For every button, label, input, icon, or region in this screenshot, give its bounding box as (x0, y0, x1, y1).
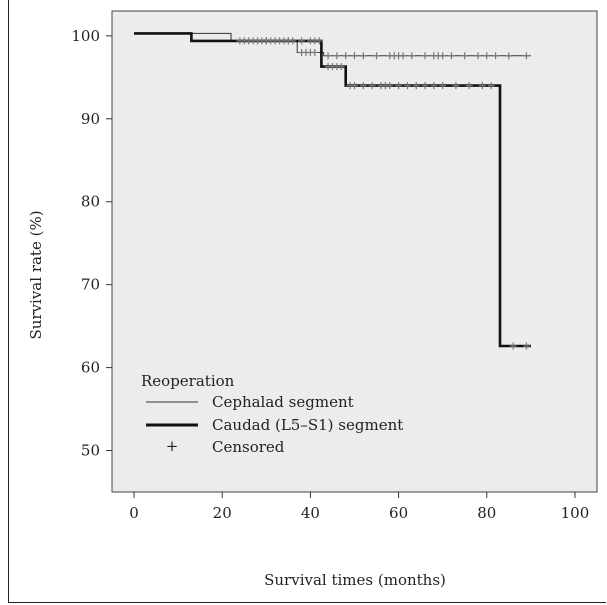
x-tick-label: 40 (301, 504, 320, 522)
censor-mark (315, 37, 323, 45)
legend-swatch-censored: + (166, 437, 179, 455)
y-tick-label: 70 (81, 276, 100, 294)
y-tick-label: 80 (81, 193, 100, 211)
censor-mark (359, 52, 367, 60)
y-tick-label: 90 (81, 110, 100, 128)
censor-mark (373, 52, 381, 60)
y-axis-title: Survival rate (%) (27, 210, 45, 339)
censor-mark (421, 52, 429, 60)
censor-mark (386, 82, 394, 90)
censor-mark (324, 52, 332, 60)
censor-mark (351, 82, 358, 90)
legend-label-cephalad: Cephalad segment (212, 393, 354, 411)
x-axis-title: Survival times (months) (264, 571, 446, 589)
axis-ticks: 0 20 40 60 80 100 50 60 70 80 90 100 (71, 27, 589, 522)
censor-mark (452, 82, 460, 90)
x-tick-label: 80 (477, 504, 496, 522)
censor-mark (262, 37, 270, 45)
censor-mark (439, 52, 447, 60)
censor-mark (284, 37, 292, 45)
censor-mark (342, 52, 350, 60)
censor-mark (522, 52, 530, 60)
censor-mark (505, 52, 513, 60)
censor-mark (439, 82, 447, 90)
censor-mark (351, 52, 358, 60)
censor-mark (430, 82, 438, 90)
censor-mark (412, 82, 420, 90)
censor-mark (465, 82, 473, 90)
y-tick-label: 100 (71, 27, 100, 45)
censor-mark (395, 82, 403, 90)
y-tick-label: 60 (81, 359, 100, 377)
censored-markers (236, 37, 530, 350)
plot-area (111, 10, 598, 493)
x-tick-label: 0 (129, 504, 139, 522)
x-tick-label: 60 (389, 504, 408, 522)
y-tick-label: 50 (81, 442, 100, 460)
censor-mark (483, 52, 491, 60)
censor-mark (298, 37, 306, 45)
censor-mark (461, 52, 469, 60)
censor-mark (522, 342, 530, 350)
x-tick-label: 20 (213, 504, 232, 522)
censor-mark (337, 63, 345, 71)
censor-mark (359, 82, 367, 90)
x-tick-label: 100 (561, 504, 590, 522)
legend-label-caudad: Caudad (L5–S1) segment (212, 416, 403, 434)
censor-mark (399, 52, 407, 60)
censor-mark (333, 52, 341, 60)
series-line-cephalad (134, 32, 531, 57)
censor-mark (311, 48, 319, 56)
censor-mark (368, 82, 376, 90)
legend-title: Reoperation (141, 372, 235, 390)
censor-mark (478, 82, 486, 90)
censor-mark (421, 82, 429, 90)
censor-mark (487, 82, 495, 90)
censor-mark (403, 82, 411, 90)
censor-mark (509, 342, 517, 350)
censor-mark (408, 52, 416, 60)
legend-label-censored: Censored (212, 438, 285, 456)
censor-mark (492, 52, 500, 60)
censor-mark (448, 52, 455, 60)
censor-mark (474, 52, 482, 60)
legend: Reoperation Cephalad segment Caudad (L5–… (141, 372, 403, 456)
